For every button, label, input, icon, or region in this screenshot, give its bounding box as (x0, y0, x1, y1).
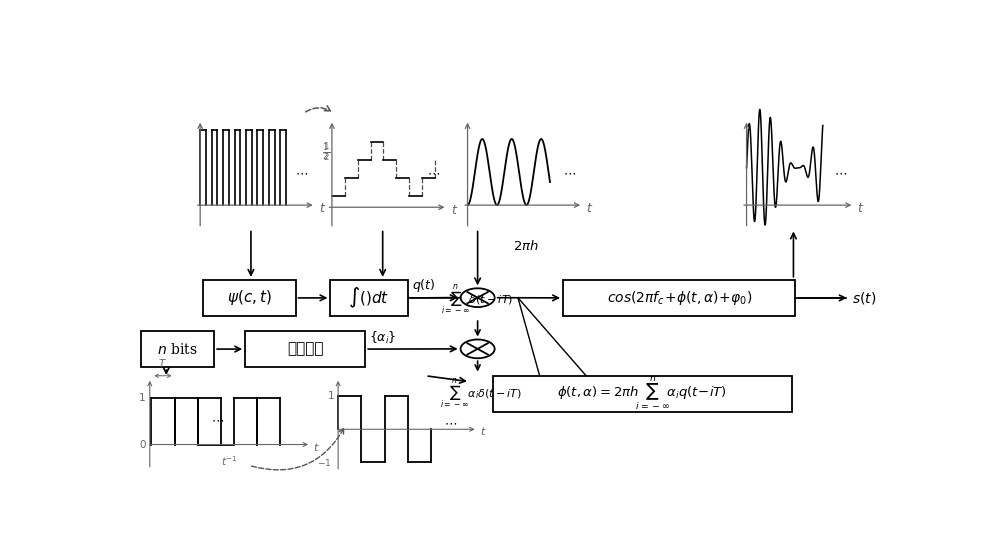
Text: $\psi(c,t)$: $\psi(c,t)$ (227, 289, 271, 307)
FancyBboxPatch shape (245, 331, 365, 367)
Text: $T$: $T$ (158, 357, 167, 370)
Text: $\sum_{i=-\infty}^{n}\delta(t-iT)$: $\sum_{i=-\infty}^{n}\delta(t-iT)$ (441, 283, 514, 317)
Text: 1: 1 (139, 393, 146, 403)
Text: $s(t)$: $s(t)$ (852, 290, 876, 306)
FancyBboxPatch shape (563, 280, 795, 316)
Text: $\sum_{i=-\infty}^{n}\alpha_i\delta(t-iT)$: $\sum_{i=-\infty}^{n}\alpha_i\delta(t-iT… (440, 377, 523, 411)
Text: $n$ bits: $n$ bits (157, 342, 198, 357)
Text: $t$: $t$ (319, 202, 326, 215)
Text: $t^{-1}$: $t^{-1}$ (221, 454, 238, 468)
Text: $t$: $t$ (480, 425, 487, 438)
Text: $\cdots$: $\cdots$ (444, 417, 457, 429)
Text: $\int()dt$: $\int()dt$ (348, 286, 390, 310)
Text: 1: 1 (328, 391, 334, 401)
Text: $\cdots$: $\cdots$ (563, 167, 576, 179)
Text: $cos(2\pi f_c\!+\!\phi(t,\alpha)\!+\!\varphi_0)$: $cos(2\pi f_c\!+\!\phi(t,\alpha)\!+\!\va… (607, 289, 752, 307)
Text: $\cdots$: $\cdots$ (427, 167, 440, 179)
Text: 0: 0 (139, 439, 146, 449)
Text: $\cdots$: $\cdots$ (834, 167, 847, 179)
FancyBboxPatch shape (202, 280, 296, 316)
Text: 符号映射: 符号映射 (287, 342, 323, 356)
FancyBboxPatch shape (330, 280, 408, 316)
Text: $\cdots$: $\cdots$ (211, 414, 225, 427)
Text: $t$: $t$ (857, 202, 865, 215)
Text: $2\pi h$: $2\pi h$ (513, 239, 539, 253)
Text: $t$: $t$ (586, 202, 593, 215)
Text: $\frac{1}{2}$: $\frac{1}{2}$ (323, 141, 330, 163)
Text: $\cdots$: $\cdots$ (295, 167, 308, 179)
Text: $t$: $t$ (451, 204, 458, 217)
FancyBboxPatch shape (140, 331, 214, 367)
Text: $\{\alpha_i\}$: $\{\alpha_i\}$ (369, 330, 397, 346)
FancyBboxPatch shape (493, 376, 792, 412)
Text: $\frac{1}{2}$: $\frac{1}{2}$ (322, 141, 329, 163)
Text: $q(t)$: $q(t)$ (412, 276, 435, 294)
Text: $-1$: $-1$ (317, 457, 331, 468)
Text: $t$: $t$ (313, 440, 320, 453)
Text: $\phi(t,\alpha)=2\pi h\!\sum_{i=-\infty}^{n}\!\alpha_i q(t\!-\!iT)$: $\phi(t,\alpha)=2\pi h\!\sum_{i=-\infty}… (557, 375, 727, 413)
